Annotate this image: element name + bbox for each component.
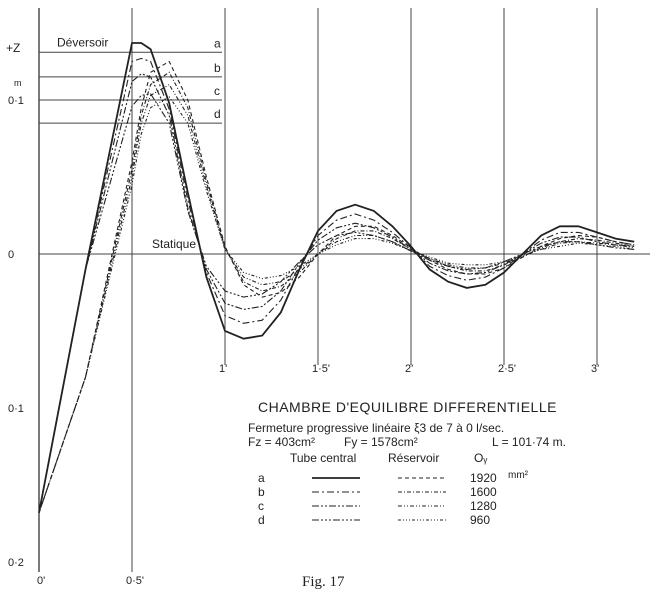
param-fz: Fz = 403cm² <box>248 435 315 449</box>
x-tick-label: 2·5' <box>498 363 516 375</box>
level-label: a <box>214 36 221 50</box>
series-tube-c <box>38 73 635 513</box>
series-tube-a <box>38 42 635 513</box>
series-reservoir-a <box>38 60 635 513</box>
legend-layer: a 1920 b 1600 c 1280 d 960 <box>258 471 497 527</box>
param-length: L = 101·74 m. <box>492 435 566 449</box>
series-tube-d <box>38 93 635 513</box>
y-tick-label: 0·1 <box>8 403 24 415</box>
x-tick-label: 3' <box>591 363 599 375</box>
x-tick-label: 2' <box>405 363 413 375</box>
level-label: c <box>214 84 220 98</box>
legend-oy-value: 960 <box>470 513 490 527</box>
legend-case: a <box>258 471 265 485</box>
y-tick-label: 0·2 <box>8 557 24 569</box>
param-fy: Fy = 1578cm² <box>344 435 418 449</box>
x-tick-label: 1·5' <box>312 363 330 375</box>
series-reservoir-b <box>38 71 635 513</box>
series-tube-b <box>38 57 635 513</box>
statique-label: Statique <box>152 237 196 251</box>
grid-layer <box>38 8 650 572</box>
series-reservoir-d <box>38 96 635 513</box>
x-tick-label: 1' <box>219 363 227 375</box>
legend-oy-value: 1920 <box>470 471 497 485</box>
y-tick-label: 0·1 <box>8 95 24 107</box>
legend-header-reservoir: Réservoir <box>388 451 439 465</box>
legend-header-tube: Tube central <box>290 451 356 465</box>
figure-caption: Fig. 17 <box>302 574 345 590</box>
legend-case: c <box>258 499 264 513</box>
legend-unit: mm² <box>508 470 529 481</box>
legend-oy-value: 1280 <box>470 499 497 513</box>
legend-header-oy: Oᵧ <box>474 451 487 465</box>
level-label: b <box>214 61 221 75</box>
y-tick-label: 0 <box>8 249 14 261</box>
label-layer: +Z m CHAMBRE D'EQUILIBRE DIFFERENTIELLE … <box>6 35 599 590</box>
x-tick-label: 0·5' <box>126 575 144 587</box>
y-axis-label: +Z <box>6 41 20 55</box>
chart-subtitle: Fermeture progressive linéaire ξ3 de 7 à… <box>248 421 504 435</box>
legend-oy-value: 1600 <box>470 485 497 499</box>
x-tick-label: 0' <box>37 575 45 587</box>
deversoir-label: Déversoir <box>57 35 108 49</box>
y-axis-unit: m <box>14 78 22 88</box>
legend-case: d <box>258 513 265 527</box>
level-label: d <box>214 107 221 121</box>
series-layer <box>38 42 635 513</box>
legend-case: b <box>258 485 265 499</box>
chart-title: CHAMBRE D'EQUILIBRE DIFFERENTIELLE <box>258 399 557 415</box>
